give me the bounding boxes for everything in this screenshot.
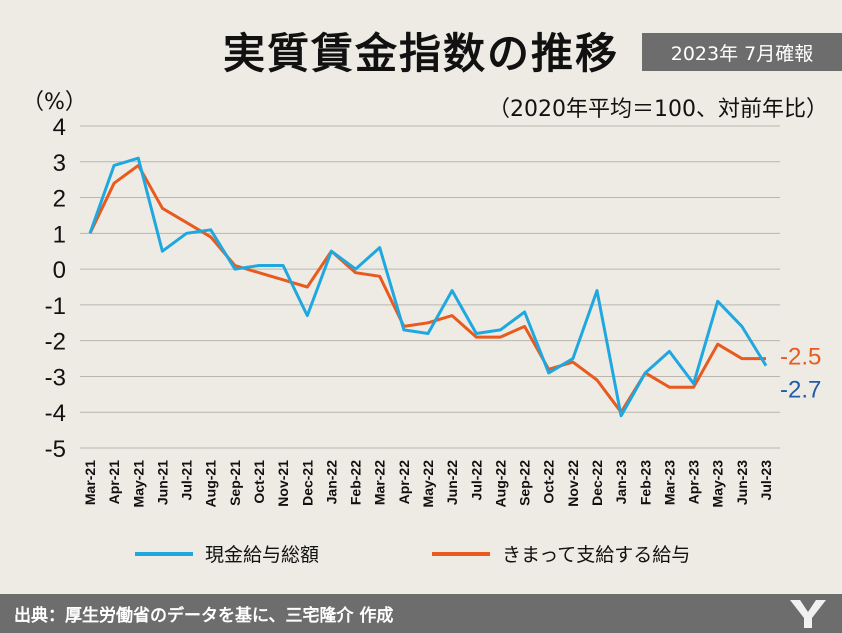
y-tick-label: -2 — [45, 329, 66, 356]
x-tick-label: Oct-21 — [251, 460, 267, 504]
x-tick-label: May-22 — [420, 460, 436, 508]
y-tick-label: 3 — [53, 150, 66, 177]
x-tick-label: Jun-21 — [154, 460, 170, 505]
brand-logo-icon — [790, 600, 826, 628]
x-tick-label: Nov-21 — [275, 460, 291, 507]
y-tick-label: -1 — [45, 293, 66, 320]
x-tick-label: Jul-23 — [758, 460, 774, 501]
x-tick-label: Jun-23 — [734, 460, 750, 505]
y-tick-label: 0 — [53, 257, 66, 284]
x-tick-label: Oct-22 — [541, 460, 557, 504]
x-tick-label: Mar-21 — [82, 460, 98, 505]
x-tick-label: Nov-22 — [565, 460, 581, 507]
x-tick-label: Sep-22 — [517, 460, 533, 506]
x-tick-label: Jun-22 — [444, 460, 460, 505]
release-badge: 2023年 7月確報 — [642, 33, 842, 71]
series-line-2 — [88, 163, 766, 414]
x-tick-label: Apr-22 — [396, 460, 412, 505]
y-tick-label: -3 — [45, 364, 66, 391]
series-line-1 — [88, 156, 768, 418]
line-chart: 4 3 2 1 0 -1 -2 -3 -4 -5 Mar-21 Apr-21 May-21 Jun-21 J… — [45, 114, 822, 508]
x-tick-label: Jan-23 — [613, 460, 629, 505]
y-tick-label: -5 — [45, 436, 66, 463]
legend-item-series2: きまって支給する給与 — [432, 540, 690, 567]
end-label-series1: -2.7 — [780, 377, 821, 404]
y-tick-label: 4 — [53, 114, 66, 141]
x-tick-label: Dec-21 — [299, 460, 315, 506]
x-tick-label: Apr-23 — [686, 460, 702, 505]
legend-item-series1: 現金給与総額 — [135, 540, 319, 567]
x-tick-label: May-21 — [130, 460, 146, 508]
chart-note: （2020年平均＝100、対前年比） — [488, 97, 828, 122]
x-tick-label: Aug-22 — [492, 460, 508, 508]
end-label-series2: -2.5 — [780, 344, 821, 371]
x-tick-label: Mar-22 — [372, 460, 388, 505]
x-tick-label: Jan-22 — [323, 460, 339, 505]
y-tick-label: -4 — [45, 400, 66, 427]
x-tick-label: Mar-23 — [661, 460, 677, 505]
legend-swatch-series2 — [432, 551, 490, 556]
source-footer: 出典：厚生労働省のデータを基に、三宅隆介 作成 — [0, 594, 842, 633]
legend-swatch-series1 — [135, 551, 193, 556]
y-tick-label: 2 — [53, 186, 66, 213]
x-tick-label: Sep-21 — [227, 460, 243, 506]
x-tick-label: Feb-22 — [348, 460, 364, 505]
y-axis-unit: （%） — [22, 90, 87, 115]
x-tick-label: Aug-21 — [203, 460, 219, 508]
y-tick-label: 1 — [53, 221, 66, 248]
chart-title: 実質賃金指数の推移 — [222, 29, 619, 78]
x-tick-label: Feb-23 — [637, 460, 653, 505]
x-tick-label: Jul-22 — [468, 460, 484, 501]
x-tick-label: Jul-21 — [179, 460, 195, 501]
legend-label-series1: 現金給与総額 — [205, 544, 320, 566]
x-tick-label: Apr-21 — [106, 460, 122, 505]
x-tick-label: Dec-22 — [589, 460, 605, 506]
x-tick-label: May-23 — [710, 460, 726, 508]
legend-label-series2: きまって支給する給与 — [502, 544, 691, 566]
